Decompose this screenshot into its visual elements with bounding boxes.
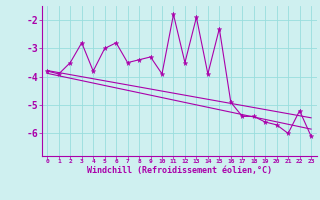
X-axis label: Windchill (Refroidissement éolien,°C): Windchill (Refroidissement éolien,°C) — [87, 166, 272, 175]
